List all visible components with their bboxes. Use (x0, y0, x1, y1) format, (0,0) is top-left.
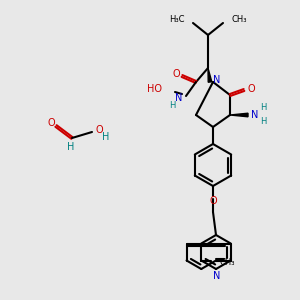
Text: H: H (260, 103, 266, 112)
Text: O: O (172, 69, 180, 79)
Text: N: N (175, 93, 183, 103)
Text: H: H (102, 132, 110, 142)
Text: O: O (209, 196, 217, 206)
Polygon shape (208, 68, 212, 82)
Text: O: O (47, 118, 55, 128)
Text: CH₃: CH₃ (219, 258, 235, 267)
Text: H: H (260, 118, 266, 127)
Text: H: H (67, 142, 75, 152)
Text: N: N (213, 75, 221, 85)
Text: HO: HO (147, 84, 162, 94)
Text: H₃C: H₃C (169, 16, 185, 25)
Text: N: N (251, 110, 259, 120)
Text: H: H (169, 100, 175, 109)
Text: N: N (213, 271, 221, 281)
Text: O: O (95, 125, 103, 135)
Text: O: O (247, 84, 255, 94)
Polygon shape (230, 113, 248, 117)
Text: CH₃: CH₃ (231, 16, 247, 25)
